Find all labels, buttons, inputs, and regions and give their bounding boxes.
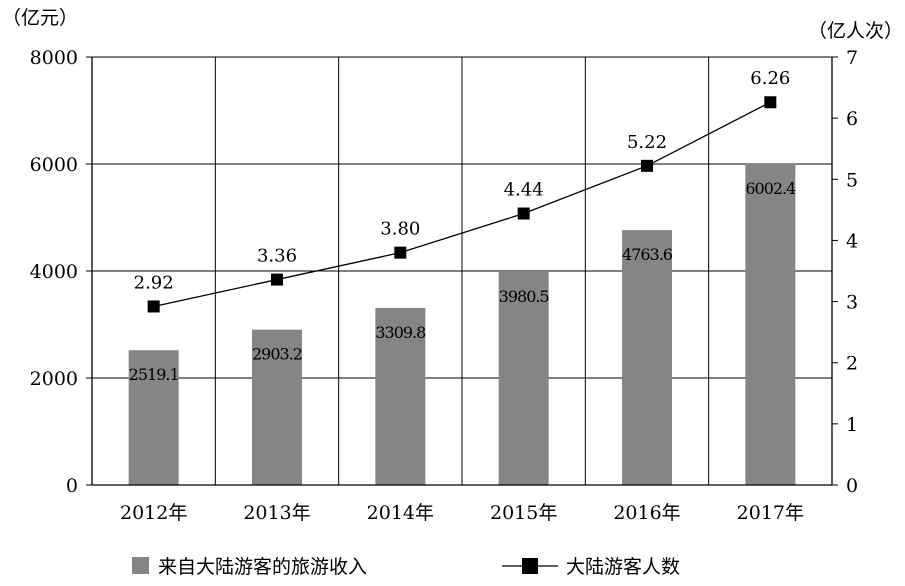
series-line xyxy=(153,101,771,308)
grid xyxy=(92,56,832,485)
right-axis-tick-label: 2 xyxy=(846,353,858,375)
left-axis-tick-label: 0 xyxy=(66,475,78,497)
right-axis-tick-label: 3 xyxy=(846,292,858,314)
bar-data-label: 4763.6 xyxy=(622,245,673,264)
legend-bar-swatch xyxy=(132,557,149,574)
right-axis-tick-label: 7 xyxy=(846,47,858,69)
line-point xyxy=(517,207,530,220)
bar-data-label: 2519.1 xyxy=(129,365,179,384)
bar-data-label: 3980.5 xyxy=(499,287,549,306)
bar xyxy=(745,163,796,486)
left-axis-tick-label: 8000 xyxy=(30,47,78,69)
bar xyxy=(622,230,672,485)
bar xyxy=(498,272,549,485)
bar-series: 2519.1 2903.2 3309.8 3980.5 4763.6 6002.4 xyxy=(128,163,797,486)
right-axis-tick-label: 5 xyxy=(846,169,858,191)
bar-data-label: 3309.8 xyxy=(375,323,426,342)
point-data-label: 5.22 xyxy=(627,132,667,153)
x-axis-tick-label: 2013年 xyxy=(243,502,310,524)
line-point xyxy=(271,273,283,286)
right-axis-unit: （亿人次） xyxy=(808,20,903,42)
bar-data-label: 6002.4 xyxy=(745,179,796,198)
point-data-label: 4.44 xyxy=(504,180,544,201)
x-axis-tick-label: 2016年 xyxy=(613,502,680,524)
legend: 来自大陆游客的旅游收入 大陆游客人数 xyxy=(132,556,680,578)
line-point xyxy=(147,300,160,313)
point-data-label: 3.80 xyxy=(380,219,420,240)
line-point xyxy=(764,96,777,109)
legend-line-marker xyxy=(522,558,538,574)
x-axis-tick-label: 2012年 xyxy=(120,502,187,524)
legend-bar-label: 来自大陆游客的旅游收入 xyxy=(158,556,367,578)
line-series: 2.92 3.36 3.80 4.44 5.22 6.26 xyxy=(134,68,790,313)
right-axis-tick-label: 0 xyxy=(846,475,858,497)
point-data-label: 3.36 xyxy=(257,246,297,267)
legend-line-label: 大陆游客人数 xyxy=(566,556,680,578)
left-axis-tick-label: 2000 xyxy=(30,368,78,390)
right-axis-tick-label: 4 xyxy=(846,230,858,252)
bar xyxy=(252,329,302,485)
left-axis-unit: （亿元） xyxy=(2,7,78,29)
right-axis-tick-label: 6 xyxy=(846,108,858,130)
axes: 0 2000 4000 6000 8000 0 1 2 3 4 5 6 7 2012年 2013年 2014年… xyxy=(30,47,858,524)
left-axis-tick-label: 4000 xyxy=(30,261,78,283)
point-data-label: 2.92 xyxy=(134,272,174,293)
x-axis-tick-label: 2017年 xyxy=(737,502,804,524)
bar xyxy=(375,307,426,485)
x-axis-tick-label: 2014年 xyxy=(367,502,434,524)
point-data-label: 6.26 xyxy=(750,68,790,89)
left-axis-tick-label: 6000 xyxy=(30,154,78,176)
bar xyxy=(128,350,179,485)
x-axis-tick-label: 2015年 xyxy=(490,502,557,524)
line-point xyxy=(394,246,407,259)
right-axis-tick-label: 1 xyxy=(846,414,858,436)
bar-data-label: 2903.2 xyxy=(252,345,302,364)
line-point xyxy=(641,159,653,172)
